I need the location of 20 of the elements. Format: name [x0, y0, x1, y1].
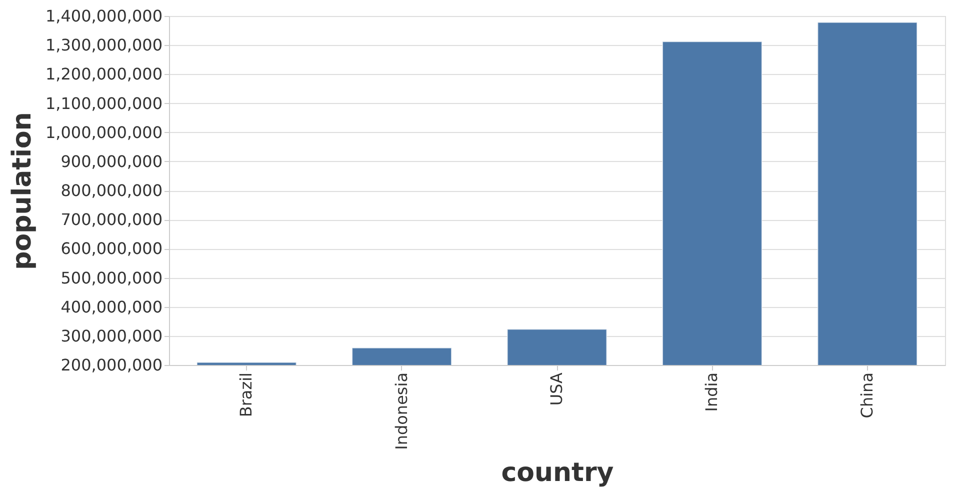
y-tick-label: 1,000,000,000 [45, 122, 162, 142]
y-tick-label: 1,400,000,000 [45, 6, 162, 26]
y-axis-title: population [7, 112, 38, 270]
y-tick-label: 300,000,000 [60, 326, 162, 346]
y-tick-label: 1,200,000,000 [45, 64, 162, 84]
y-tick-label: 1,300,000,000 [45, 36, 162, 55]
x-tick-label: China [857, 372, 876, 418]
y-tick-label: 700,000,000 [60, 210, 162, 230]
y-tick-label: 900,000,000 [60, 152, 162, 171]
x-tick-label: Brazil [236, 372, 256, 418]
x-axis-title: country [501, 458, 614, 488]
x-tick-label: Indonesia [392, 372, 411, 450]
y-tick-label: 400,000,000 [60, 297, 162, 316]
x-tick-label: India [702, 372, 722, 412]
y-tick-label: 1,100,000,000 [45, 94, 162, 113]
y-tick-label: 200,000,000 [60, 356, 162, 374]
x-tick-label: USA [547, 372, 566, 406]
y-tick-label: 500,000,000 [60, 268, 162, 288]
y-tick-label: 800,000,000 [60, 181, 162, 200]
y-tick-label: 600,000,000 [60, 239, 162, 258]
